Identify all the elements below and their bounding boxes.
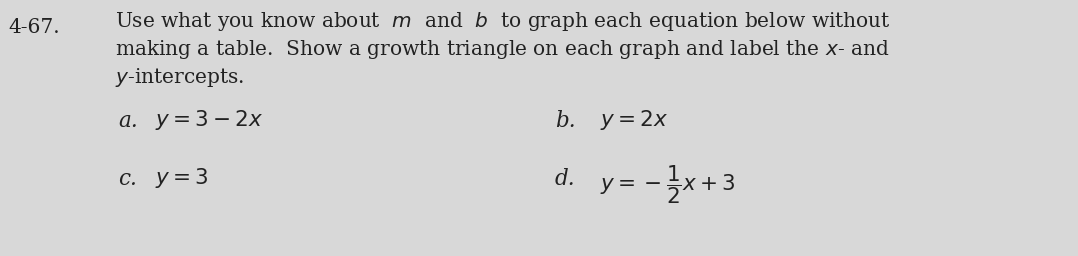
Text: b.: b. xyxy=(555,110,576,132)
Text: a.: a. xyxy=(118,110,138,132)
Text: $y=3-2x$: $y=3-2x$ xyxy=(155,108,263,132)
Text: $y=-\dfrac{1}{2}x+3$: $y=-\dfrac{1}{2}x+3$ xyxy=(600,163,735,206)
Text: d.: d. xyxy=(555,168,576,190)
Text: $y=3$: $y=3$ xyxy=(155,166,208,190)
Text: making a table.  Show a growth triangle on each graph and label the $x$- and: making a table. Show a growth triangle o… xyxy=(115,38,889,61)
Text: $y$-intercepts.: $y$-intercepts. xyxy=(115,66,245,89)
Text: Use what you know about  $m$  and  $b$  to graph each equation below without: Use what you know about $m$ and $b$ to g… xyxy=(115,10,890,33)
Text: c.: c. xyxy=(118,168,137,190)
Text: $y=2x$: $y=2x$ xyxy=(600,108,668,132)
Text: 4-67.: 4-67. xyxy=(8,18,59,37)
